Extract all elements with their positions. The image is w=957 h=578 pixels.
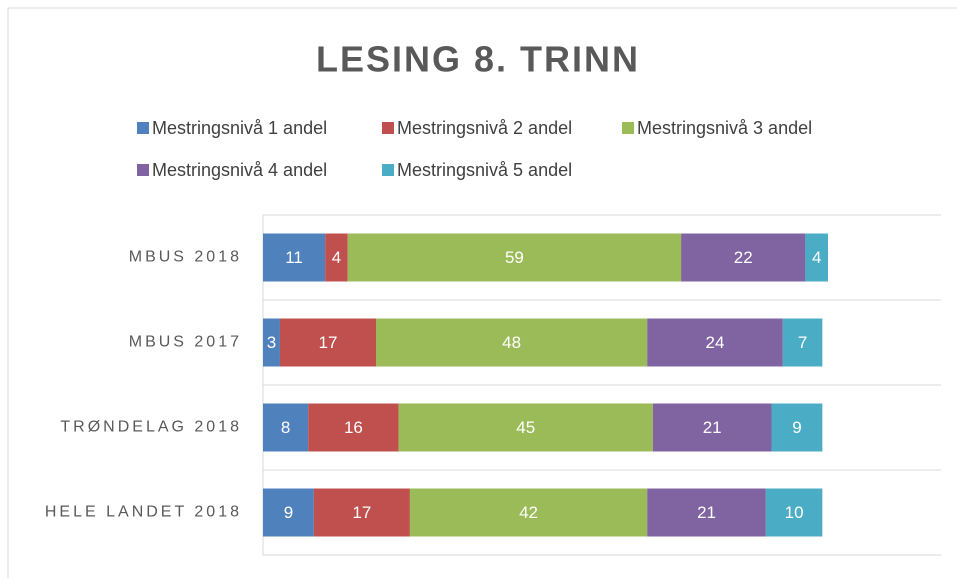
bar-segment (325, 233, 348, 282)
data-label: 59 (505, 248, 524, 267)
bar-segment (782, 318, 823, 367)
data-label: 45 (516, 418, 535, 437)
data-label: 9 (284, 503, 293, 522)
bar-segment (347, 233, 682, 282)
y-tick-label: TRØNDELAG 2018 (60, 419, 242, 436)
legend-label: Mestringsnivå 3 andel (637, 118, 812, 138)
data-label: 24 (706, 333, 725, 352)
bar-segment (376, 318, 648, 367)
bar-segment (681, 233, 806, 282)
legend-swatch (382, 122, 394, 134)
legend-label: Mestringsnivå 1 andel (152, 118, 327, 138)
bar-segment (652, 403, 772, 452)
data-label: 17 (319, 333, 338, 352)
data-label: 10 (785, 503, 804, 522)
bar-segment (771, 403, 823, 452)
data-label: 16 (344, 418, 363, 437)
legend-label: Mestringsnivå 5 andel (397, 160, 572, 180)
data-label: 4 (332, 248, 341, 267)
bar-segment (398, 403, 653, 452)
bar-segment (647, 488, 766, 537)
y-tick-label: HELE LANDET 2018 (45, 504, 242, 521)
bar-segment (263, 403, 309, 452)
bar-segment (308, 403, 399, 452)
bar-segment (279, 318, 376, 367)
chart-frame (7, 7, 957, 578)
data-label: 22 (734, 248, 753, 267)
data-label: 4 (812, 248, 821, 267)
legend-swatch (382, 164, 394, 176)
y-tick-label: MBUS 2018 (129, 249, 242, 266)
data-label: 17 (352, 503, 371, 522)
bar-segment (263, 233, 326, 282)
legend-swatch (137, 122, 149, 134)
data-label: 21 (697, 503, 716, 522)
bar-segment (409, 488, 648, 537)
legend-swatch (137, 164, 149, 176)
legend-label: Mestringsnivå 2 andel (397, 118, 572, 138)
data-label: 21 (703, 418, 722, 437)
data-label: 7 (798, 333, 807, 352)
bar-segment (805, 233, 828, 282)
data-label: 11 (285, 248, 303, 267)
data-label: 42 (519, 503, 538, 522)
bar-segment (765, 488, 823, 537)
data-label: 9 (792, 418, 801, 437)
legend-swatch (622, 122, 634, 134)
data-label: 3 (267, 333, 276, 352)
chart-title: LESING 8. TRINN (316, 39, 640, 80)
data-label: 8 (281, 418, 290, 437)
data-label: 48 (502, 333, 521, 352)
legend-label: Mestringsnivå 4 andel (152, 160, 327, 180)
bar-segment (647, 318, 783, 367)
y-tick-label: MBUS 2017 (129, 334, 242, 351)
bar-segment (263, 318, 280, 367)
bar-segment (313, 488, 410, 537)
bar-segment (263, 488, 314, 537)
